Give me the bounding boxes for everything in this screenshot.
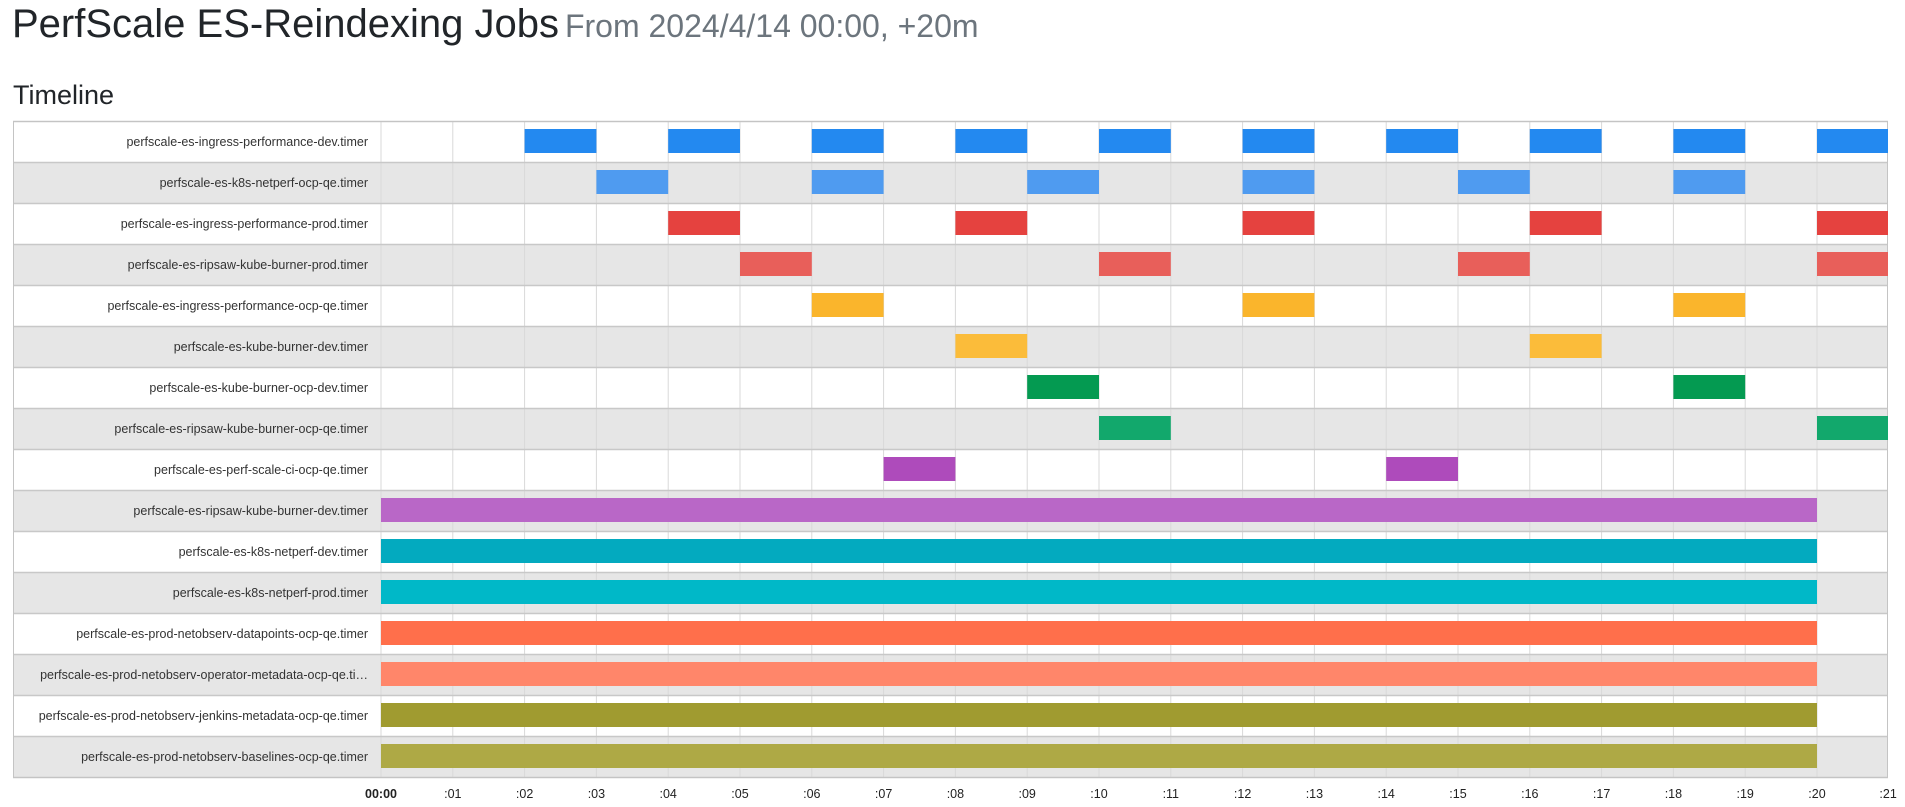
timeline-bar bbox=[668, 129, 740, 153]
tick-label: :20 bbox=[1808, 787, 1825, 801]
timeline-bar bbox=[811, 170, 884, 194]
timeline-bar bbox=[955, 129, 1028, 153]
timeline-bar bbox=[811, 293, 884, 317]
timeline-bar bbox=[381, 662, 1817, 686]
row-label: perfscale-es-ingress-performance-ocp-qe.… bbox=[107, 299, 368, 313]
tick-label: :07 bbox=[875, 787, 892, 801]
timeline-bar bbox=[1099, 252, 1171, 276]
timeline-bar bbox=[381, 621, 1817, 645]
timeline-bar bbox=[596, 170, 669, 194]
timeline-heading: Timeline bbox=[13, 80, 115, 110]
timeline-bar bbox=[1817, 211, 1888, 235]
timeline-bar bbox=[1242, 211, 1315, 235]
timeline-bar bbox=[883, 457, 956, 481]
tick-label: :16 bbox=[1521, 787, 1538, 801]
timeline-bar bbox=[668, 211, 740, 235]
tick-label: :15 bbox=[1449, 787, 1466, 801]
tick-label: :12 bbox=[1234, 787, 1251, 801]
row-background bbox=[13, 244, 1888, 285]
tick-label: :11 bbox=[1163, 787, 1179, 801]
timeline-bar bbox=[1673, 293, 1746, 317]
timeline-bar bbox=[381, 703, 1817, 727]
tick-label: :06 bbox=[803, 787, 820, 801]
chart-border bbox=[13, 121, 1888, 778]
timeline-bar bbox=[1458, 170, 1530, 194]
timeline-bar bbox=[381, 580, 1817, 604]
timeline-bar bbox=[1817, 416, 1888, 440]
row-background bbox=[13, 162, 1888, 203]
row-background bbox=[13, 285, 1888, 326]
row-label: perfscale-es-prod-netobserv-datapoints-o… bbox=[76, 627, 368, 641]
row-label: perfscale-es-prod-netobserv-jenkins-meta… bbox=[39, 709, 368, 723]
row-label: perfscale-es-perf-scale-ci-ocp-qe.timer bbox=[154, 463, 368, 477]
timeline-bar bbox=[955, 211, 1028, 235]
timeline-bar bbox=[1817, 129, 1888, 153]
tick-label: :05 bbox=[731, 787, 748, 801]
timeline-bar bbox=[811, 129, 884, 153]
timeline-bar bbox=[1458, 252, 1530, 276]
row-label: perfscale-es-prod-netobserv-baselines-oc… bbox=[81, 750, 368, 764]
timeline-bar bbox=[381, 539, 1817, 563]
timeline-bar bbox=[1242, 170, 1315, 194]
timeline-bar bbox=[740, 252, 812, 276]
row-label: perfscale-es-kube-burner-ocp-dev.timer bbox=[149, 381, 368, 395]
timeline-bar bbox=[1386, 457, 1458, 481]
tick-label: :10 bbox=[1090, 787, 1107, 801]
tick-label: :04 bbox=[660, 787, 677, 801]
row-label: perfscale-es-ingress-performance-prod.ti… bbox=[121, 217, 368, 231]
row-label: perfscale-es-prod-netobserv-operator-met… bbox=[40, 668, 368, 682]
timeline-bar bbox=[1529, 129, 1602, 153]
tick-label: :18 bbox=[1665, 787, 1682, 801]
tick-label: :08 bbox=[947, 787, 964, 801]
timeline-bar bbox=[1386, 129, 1458, 153]
timeline-bar bbox=[1817, 252, 1888, 276]
tick-label: 00:00 bbox=[365, 787, 397, 801]
timeline-bar bbox=[524, 129, 597, 153]
row-label: perfscale-es-ripsaw-kube-burner-prod.tim… bbox=[128, 258, 368, 272]
row-label: perfscale-es-k8s-netperf-dev.timer bbox=[179, 545, 368, 559]
timeline-bar bbox=[1673, 129, 1746, 153]
tick-label: :13 bbox=[1306, 787, 1323, 801]
row-label: perfscale-es-k8s-netperf-ocp-qe.timer bbox=[160, 176, 368, 190]
row-background bbox=[13, 408, 1888, 449]
row-label: perfscale-es-ripsaw-kube-burner-dev.time… bbox=[133, 504, 368, 518]
row-label: perfscale-es-ingress-performance-dev.tim… bbox=[126, 135, 368, 149]
timeline-bar bbox=[1529, 334, 1602, 358]
tick-label: :01 bbox=[444, 787, 461, 801]
page-title: PerfScale ES-Reindexing Jobs From 2024/4/… bbox=[12, 0, 979, 57]
row-background bbox=[13, 367, 1888, 408]
timeline-bar bbox=[1242, 293, 1315, 317]
row-label: perfscale-es-k8s-netperf-prod.timer bbox=[173, 586, 368, 600]
timeline-bar bbox=[1242, 129, 1315, 153]
timeline-bar bbox=[1099, 129, 1171, 153]
tick-label: :21 bbox=[1879, 787, 1896, 801]
timeline-bar bbox=[1027, 375, 1099, 399]
page-title-main: PerfScale ES-Reindexing Jobs bbox=[12, 2, 559, 46]
tick-label: :03 bbox=[588, 787, 605, 801]
timeline-bar bbox=[1099, 416, 1171, 440]
row-label: perfscale-es-kube-burner-dev.timer bbox=[174, 340, 368, 354]
timeline-bar bbox=[381, 744, 1817, 768]
timeline-bar bbox=[1027, 170, 1099, 194]
timeline-bar bbox=[381, 498, 1817, 522]
timeline-bar bbox=[955, 334, 1028, 358]
tick-label: :19 bbox=[1737, 787, 1754, 801]
timeline-bar bbox=[1673, 170, 1746, 194]
row-label: perfscale-es-ripsaw-kube-burner-ocp-qe.t… bbox=[114, 422, 368, 436]
tick-label: :09 bbox=[1019, 787, 1036, 801]
page-subtitle: From 2024/4/14 00:00, +20m bbox=[564, 8, 979, 44]
tick-label: :17 bbox=[1593, 787, 1610, 801]
tick-label: :14 bbox=[1378, 787, 1395, 801]
timeline-bar bbox=[1673, 375, 1746, 399]
timeline-bar bbox=[1529, 211, 1602, 235]
tick-label: :02 bbox=[516, 787, 533, 801]
